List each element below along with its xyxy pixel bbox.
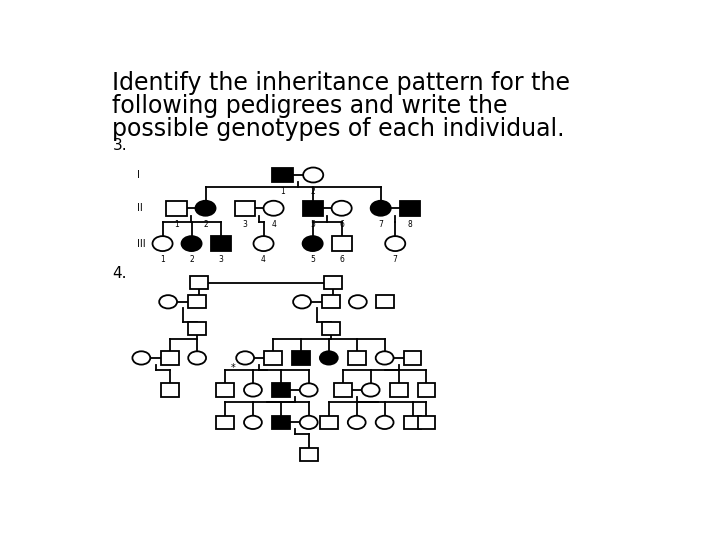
Ellipse shape bbox=[244, 383, 262, 396]
Text: 1: 1 bbox=[160, 255, 165, 264]
FancyBboxPatch shape bbox=[188, 322, 206, 335]
FancyBboxPatch shape bbox=[418, 383, 436, 396]
Text: 3.: 3. bbox=[112, 138, 127, 153]
FancyBboxPatch shape bbox=[264, 352, 282, 365]
Ellipse shape bbox=[348, 416, 366, 429]
Text: 4.: 4. bbox=[112, 266, 127, 281]
FancyBboxPatch shape bbox=[322, 322, 340, 335]
Text: *: * bbox=[231, 363, 236, 373]
FancyBboxPatch shape bbox=[272, 167, 292, 183]
FancyBboxPatch shape bbox=[216, 416, 234, 429]
FancyBboxPatch shape bbox=[390, 383, 408, 396]
Text: III: III bbox=[138, 239, 146, 248]
Text: 1: 1 bbox=[280, 187, 285, 195]
FancyBboxPatch shape bbox=[332, 236, 351, 251]
FancyBboxPatch shape bbox=[322, 295, 340, 308]
Text: 6: 6 bbox=[339, 220, 344, 229]
Text: I: I bbox=[138, 170, 140, 180]
FancyBboxPatch shape bbox=[272, 416, 289, 429]
Ellipse shape bbox=[300, 383, 318, 396]
Ellipse shape bbox=[376, 416, 394, 429]
FancyBboxPatch shape bbox=[348, 352, 366, 365]
Ellipse shape bbox=[244, 416, 262, 429]
FancyBboxPatch shape bbox=[235, 201, 255, 216]
Text: 2: 2 bbox=[311, 187, 315, 195]
Ellipse shape bbox=[181, 236, 202, 251]
Text: following pedigrees and write the: following pedigrees and write the bbox=[112, 94, 508, 118]
Text: II: II bbox=[138, 203, 143, 213]
Ellipse shape bbox=[253, 236, 274, 251]
FancyBboxPatch shape bbox=[216, 383, 234, 396]
Text: 5: 5 bbox=[310, 255, 315, 264]
Text: 4: 4 bbox=[261, 255, 266, 264]
FancyBboxPatch shape bbox=[161, 352, 179, 365]
FancyBboxPatch shape bbox=[334, 383, 351, 396]
Ellipse shape bbox=[349, 295, 366, 308]
FancyBboxPatch shape bbox=[404, 352, 421, 365]
Ellipse shape bbox=[300, 416, 318, 429]
FancyBboxPatch shape bbox=[300, 448, 318, 461]
Ellipse shape bbox=[195, 201, 215, 216]
Ellipse shape bbox=[332, 201, 351, 216]
Ellipse shape bbox=[302, 236, 323, 251]
Ellipse shape bbox=[376, 352, 394, 365]
FancyBboxPatch shape bbox=[210, 236, 230, 251]
Ellipse shape bbox=[293, 295, 311, 308]
Ellipse shape bbox=[132, 352, 150, 365]
FancyBboxPatch shape bbox=[400, 201, 420, 216]
Text: 2: 2 bbox=[189, 255, 194, 264]
Ellipse shape bbox=[264, 201, 284, 216]
Text: 7: 7 bbox=[393, 255, 397, 264]
Ellipse shape bbox=[303, 167, 323, 183]
FancyBboxPatch shape bbox=[324, 276, 342, 289]
FancyBboxPatch shape bbox=[418, 416, 436, 429]
Ellipse shape bbox=[188, 352, 206, 365]
FancyBboxPatch shape bbox=[190, 276, 208, 289]
Text: 2: 2 bbox=[203, 220, 208, 229]
Text: 7: 7 bbox=[378, 220, 383, 229]
Text: 8: 8 bbox=[408, 220, 412, 229]
Ellipse shape bbox=[385, 236, 405, 251]
Text: 6: 6 bbox=[339, 255, 344, 264]
Ellipse shape bbox=[153, 236, 173, 251]
Ellipse shape bbox=[371, 201, 391, 216]
Text: 3: 3 bbox=[242, 220, 247, 229]
FancyBboxPatch shape bbox=[302, 201, 323, 216]
FancyBboxPatch shape bbox=[272, 383, 289, 396]
FancyBboxPatch shape bbox=[161, 383, 179, 396]
FancyBboxPatch shape bbox=[376, 295, 394, 308]
Text: Identify the inheritance pattern for the: Identify the inheritance pattern for the bbox=[112, 71, 570, 95]
Text: 5: 5 bbox=[310, 220, 315, 229]
FancyBboxPatch shape bbox=[166, 201, 186, 216]
FancyBboxPatch shape bbox=[292, 352, 310, 365]
Ellipse shape bbox=[236, 352, 254, 365]
FancyBboxPatch shape bbox=[404, 416, 421, 429]
FancyBboxPatch shape bbox=[188, 295, 206, 308]
Text: 1: 1 bbox=[174, 220, 179, 229]
Ellipse shape bbox=[159, 295, 177, 308]
Text: 3: 3 bbox=[218, 255, 223, 264]
Text: possible genotypes of each individual.: possible genotypes of each individual. bbox=[112, 117, 564, 141]
Ellipse shape bbox=[361, 383, 379, 396]
FancyBboxPatch shape bbox=[320, 416, 338, 429]
Text: 4: 4 bbox=[271, 220, 276, 229]
Ellipse shape bbox=[320, 352, 338, 365]
